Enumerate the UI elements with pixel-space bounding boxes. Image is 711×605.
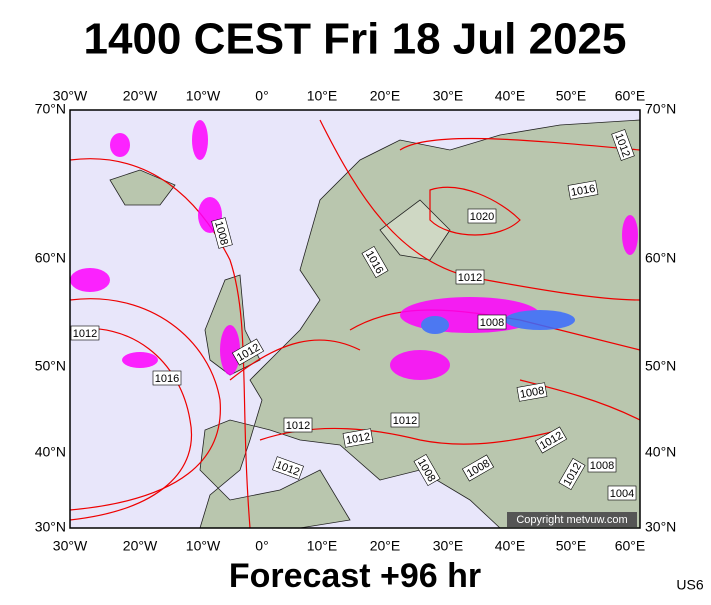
isobar-label: 1016 xyxy=(152,370,182,386)
lon-label: 20°W xyxy=(123,88,158,104)
lon-label: 30°E xyxy=(433,88,464,104)
isobars xyxy=(69,119,641,529)
lon-label: 0° xyxy=(255,538,268,554)
lon-label: 30°E xyxy=(433,538,464,554)
lon-label: 30°W xyxy=(53,88,88,104)
isobar-label-box xyxy=(455,269,485,285)
code: US6 xyxy=(676,577,703,593)
lon-label: 40°E xyxy=(495,88,526,104)
isobar-label-text: 1012 xyxy=(393,415,417,427)
isobar-label: 1012 xyxy=(283,417,313,433)
isobar-label: 1004 xyxy=(607,485,637,501)
isobar-label-box xyxy=(283,417,313,433)
title: 1400 CEST Fri 18 Jul 2025 xyxy=(84,15,627,64)
isobar-label-box xyxy=(361,245,389,279)
lat-label: 50°N xyxy=(35,358,66,374)
isobar-label: 1012 xyxy=(70,325,100,341)
isobar-label-text: 1012 xyxy=(286,420,310,432)
isobar-label-box xyxy=(467,208,497,224)
isobar-label: 1012 xyxy=(390,412,420,428)
isobar-label-box xyxy=(587,457,617,473)
isobar-label: 1012 xyxy=(455,269,485,285)
lat-label: 30°N xyxy=(35,519,66,535)
isobar-label-box xyxy=(607,485,637,501)
isobar-label-text: 1008 xyxy=(519,385,545,401)
isobar-label-box xyxy=(477,314,507,330)
isobar-label-text: 1008 xyxy=(480,317,504,329)
lon-label: 40°E xyxy=(495,538,526,554)
isobar-label-box xyxy=(461,454,495,482)
lon-label: 20°E xyxy=(370,88,401,104)
isobar-label: 1016 xyxy=(567,180,599,200)
isobar-label-box xyxy=(231,338,265,366)
isobar-label-box xyxy=(516,382,548,402)
lat-label: 70°N xyxy=(645,101,676,117)
isobar-label-box xyxy=(342,428,374,448)
lon-label: 10°W xyxy=(186,538,221,554)
lat-label: 30°N xyxy=(645,519,676,535)
isobar-label-text: 1016 xyxy=(155,373,179,385)
axes: 30°W 30°W 20°W 20°W 10°W 10°W 0° 0° 10°E 10°E 20°E… xyxy=(35,88,677,554)
lon-label: 0° xyxy=(255,88,268,104)
isobar-label-box xyxy=(558,457,586,491)
lon-label: 60°E xyxy=(615,538,646,554)
lon-label: 20°E xyxy=(370,538,401,554)
lon-label: 50°E xyxy=(556,88,587,104)
isobar-label-box xyxy=(390,412,420,428)
isobar-label-text: 1020 xyxy=(470,211,494,223)
copyright-box xyxy=(507,512,637,527)
isobar-label: 1008 xyxy=(587,457,617,473)
lon-label: 60°E xyxy=(615,88,646,104)
isobar-label-box xyxy=(70,325,100,341)
isobar-label-box xyxy=(152,370,182,386)
lat-label: 40°N xyxy=(645,444,676,460)
map: 1012101610201008101610121008101210121016… xyxy=(69,109,641,529)
copyright: Copyright metvuw.com xyxy=(516,514,627,526)
isobar-label-text: 1008 xyxy=(590,460,614,472)
isobar-label-box xyxy=(611,129,635,161)
lat-label: 70°N xyxy=(35,101,66,117)
isobar-label: 1012 xyxy=(342,428,374,448)
isobar-label-box xyxy=(534,426,568,454)
isobar-label-text: 1012 xyxy=(345,431,371,447)
isobar-label-box xyxy=(272,456,304,480)
isobar-label-box xyxy=(567,180,599,200)
frame xyxy=(69,109,641,529)
isobar-label-text: 1012 xyxy=(73,328,97,340)
isobar-label: 1008 xyxy=(477,314,507,330)
lat-label: 60°N xyxy=(645,250,676,266)
isobar-label: 1020 xyxy=(467,208,497,224)
lon-label: 20°W xyxy=(123,538,158,554)
lat-label: 50°N xyxy=(645,358,676,374)
isobar-label: 1008 xyxy=(211,217,233,249)
isobar-label-text: 1016 xyxy=(570,183,596,199)
lon-label: 30°W xyxy=(53,538,88,554)
isobar-label-text: 1004 xyxy=(610,488,634,500)
isobar-label-box xyxy=(211,217,233,249)
isobar-label-box xyxy=(413,453,441,487)
lat-label: 40°N xyxy=(35,444,66,460)
lat-label: 60°N xyxy=(35,250,66,266)
isobar-label-text: 1012 xyxy=(458,272,482,284)
forecast: Forecast +96 hr xyxy=(229,557,481,595)
lon-label: 10°E xyxy=(307,538,338,554)
isobar-label: 1008 xyxy=(516,382,548,402)
lon-label: 50°E xyxy=(556,538,587,554)
lon-label: 10°E xyxy=(307,88,338,104)
lon-label: 10°W xyxy=(186,88,221,104)
